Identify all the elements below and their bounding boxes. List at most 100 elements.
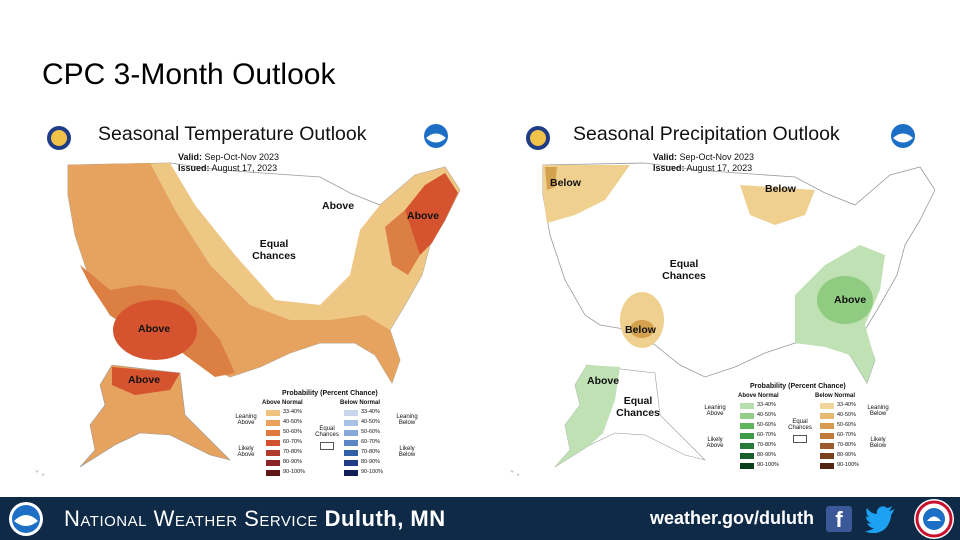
precip-label-below-northwest: Below <box>550 177 581 189</box>
valid-value: Sep-Oct-Nov 2023 <box>204 152 280 162</box>
legend-above-header: Above Normal <box>262 400 303 406</box>
temperature-map-title: Seasonal Temperature Outlook <box>98 123 367 145</box>
valid-value: Sep-Oct-Nov 2023 <box>679 152 755 162</box>
noaa-logo-icon <box>424 124 448 148</box>
legend-swatch-below-0 <box>344 410 358 416</box>
legend-range-below-6: 90-100% <box>361 469 384 475</box>
legend-range-below-3: 60-70% <box>361 439 380 445</box>
legend-swatch-below-4 <box>820 443 834 449</box>
legend-swatch-above-1 <box>740 413 754 419</box>
precipitation-legend: Probability (Percent Chance) Above Norma… <box>700 383 895 478</box>
legend-range-above-3: 60-70% <box>283 439 302 445</box>
precip-label-below-southwest: Below <box>625 324 656 336</box>
legend-title: Probability (Percent Chance) <box>282 390 378 397</box>
precipitation-map-meta: Valid: Sep-Oct-Nov 2023 Issued: August 1… <box>653 152 754 174</box>
legend-equal-swatch <box>320 442 334 450</box>
facebook-icon[interactable]: f <box>826 506 852 532</box>
commerce-seal-icon <box>526 126 550 150</box>
legend-swatch-above-2 <box>740 423 754 429</box>
valid-label: Valid: <box>653 152 678 162</box>
legend-swatch-above-1 <box>266 420 280 426</box>
issued-value: August 17, 2023 <box>686 163 753 173</box>
legend-range-below-1: 40-50% <box>361 419 380 425</box>
legend-swatch-below-1 <box>820 413 834 419</box>
legend-likely-below: Likely Below <box>398 446 416 458</box>
legend-above-header: Above Normal <box>738 393 779 399</box>
legend-swatch-above-5 <box>266 460 280 466</box>
office-label: Duluth, MN <box>324 506 446 531</box>
issued-label: Issued: <box>653 163 685 173</box>
website-link[interactable]: weather.gov/duluth <box>650 508 815 528</box>
precip-above-southeast-strong <box>817 276 873 324</box>
legend-below-header: Below Normal <box>340 400 381 406</box>
precip-below-northwest <box>543 165 630 223</box>
legend-range-above-2: 50-60% <box>757 422 776 428</box>
legend-range-above-3: 60-70% <box>757 432 776 438</box>
legend-range-below-3: 60-70% <box>837 432 856 438</box>
slide-title: CPC 3-Month Outlook <box>42 58 336 91</box>
issued-label: Issued: <box>178 163 210 173</box>
legend-leaning-above: Leaning Above <box>704 405 726 417</box>
legend-leaning-above: Leaning Above <box>235 414 257 426</box>
temp-label-above-southwest: Above <box>138 323 171 335</box>
legend-range-above-5: 80-90% <box>757 452 776 458</box>
noaa-logo-icon <box>891 124 915 148</box>
legend-swatch-above-3 <box>266 440 280 446</box>
legend-swatch-below-6 <box>820 463 834 469</box>
precip-label-equal-chances: Equal Chances <box>662 258 706 282</box>
temperature-legend: Probability (Percent Chance) Above Norma… <box>232 390 422 485</box>
issued-value: August 17, 2023 <box>211 163 278 173</box>
footer-bar: National Weather Service Duluth, MN weat… <box>0 497 960 540</box>
temp-above-alaska-north <box>112 367 180 395</box>
legend-range-below-4: 70-80% <box>837 442 856 448</box>
temperature-map-meta: Valid: Sep-Oct-Nov 2023 Issued: August 1… <box>178 152 279 174</box>
precip-label-below-great-lakes: Below <box>765 183 796 195</box>
legend-swatch-above-2 <box>266 430 280 436</box>
legend-swatch-below-1 <box>344 420 358 426</box>
legend-range-above-5: 80-90% <box>283 459 302 465</box>
precip-below-northwest-strong <box>545 167 557 190</box>
agency-name: National Weather Service Duluth, MN <box>64 506 446 532</box>
legend-range-above-4: 70-80% <box>283 449 302 455</box>
noaa-logo-icon <box>9 502 43 536</box>
legend-range-below-0: 33-40% <box>837 402 856 408</box>
legend-swatch-above-4 <box>266 450 280 456</box>
twitter-icon[interactable] <box>864 503 896 533</box>
precipitation-map-title: Seasonal Precipitation Outlook <box>573 123 840 145</box>
legend-swatch-below-4 <box>344 450 358 456</box>
legend-swatch-below-5 <box>344 460 358 466</box>
legend-range-below-1: 40-50% <box>837 412 856 418</box>
legend-range-above-1: 40-50% <box>283 419 302 425</box>
legend-range-above-0: 33-40% <box>757 402 776 408</box>
legend-title: Probability (Percent Chance) <box>750 383 846 390</box>
legend-range-above-1: 40-50% <box>757 412 776 418</box>
legend-swatch-above-4 <box>740 443 754 449</box>
legend-swatch-above-6 <box>266 470 280 476</box>
legend-likely-below: Likely Below <box>869 437 887 449</box>
temp-label-above-alaska: Above <box>128 374 161 386</box>
alaska-outline <box>79 364 231 468</box>
legend-swatch-above-6 <box>740 463 754 469</box>
legend-range-below-0: 33-40% <box>361 409 380 415</box>
legend-range-below-6: 90-100% <box>837 462 860 468</box>
temp-above-50-60-northeast <box>385 210 420 275</box>
legend-range-below-4: 70-80% <box>361 449 380 455</box>
nws-badge-icon <box>914 499 954 539</box>
temp-label-equal-chances: Equal Chances <box>252 238 296 262</box>
legend-equal-swatch <box>793 435 807 443</box>
legend-range-below-2: 50-60% <box>837 422 856 428</box>
legend-range-above-4: 70-80% <box>757 442 776 448</box>
legend-swatch-below-2 <box>344 430 358 436</box>
legend-range-above-0: 33-40% <box>283 409 302 415</box>
legend-equal-chances: Equal Chances <box>315 426 339 438</box>
legend-swatch-below-3 <box>344 440 358 446</box>
hawaii-islands <box>510 470 520 476</box>
precip-label-above-southeast: Above <box>834 294 867 306</box>
legend-range-above-2: 50-60% <box>283 429 302 435</box>
legend-leaning-below: Leaning Below <box>396 414 418 426</box>
legend-swatch-below-5 <box>820 453 834 459</box>
legend-swatch-above-5 <box>740 453 754 459</box>
hawaii-islands <box>35 470 45 476</box>
legend-range-above-6: 90-100% <box>283 469 306 475</box>
legend-swatch-above-3 <box>740 433 754 439</box>
